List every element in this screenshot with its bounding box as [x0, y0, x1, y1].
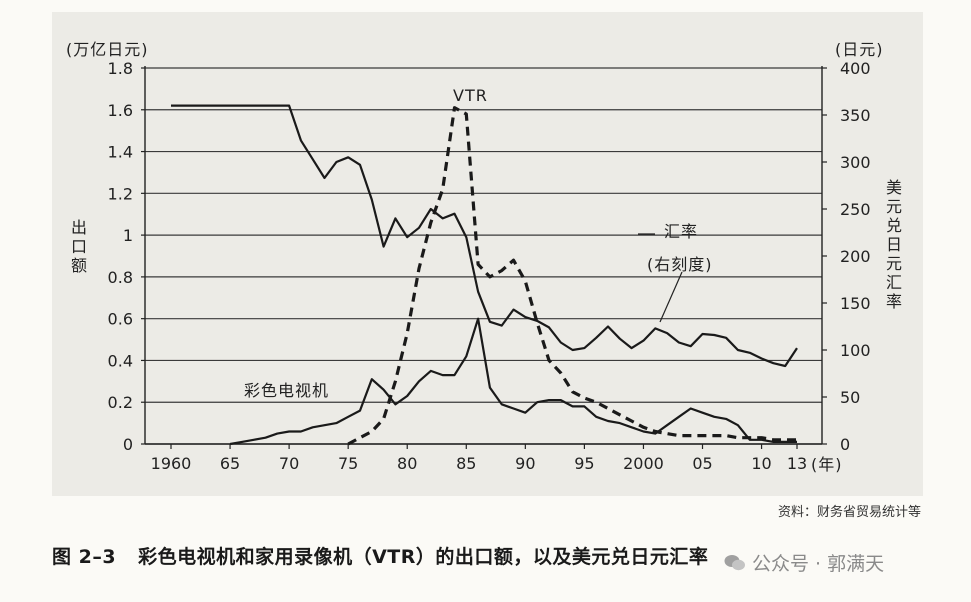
y-left-tick-label: 0.2 — [108, 393, 133, 412]
y-left-tick-label: 1.4 — [108, 143, 133, 162]
y-right-tick-label: 350 — [840, 106, 871, 125]
y-left-tick-label: 1.8 — [108, 59, 133, 78]
source-note: 资料：财务省贸易统计等 — [777, 505, 921, 520]
annotation-vtr: VTR — [453, 86, 488, 105]
rate-label-pointer — [659, 271, 683, 323]
left-axis-unit: (万亿日元) — [66, 40, 149, 59]
y-left-tick-label: 0.6 — [108, 310, 133, 329]
annotation-right-scale: (右刻度) — [647, 255, 713, 274]
y-right-tick-label: 400 — [840, 59, 871, 78]
x-tick-label: 1960 — [151, 454, 192, 473]
color-tv-series-line — [229, 317, 797, 446]
annotation-color-tv: 彩色电视机 — [244, 381, 330, 400]
figure-number: 图 2–3 — [52, 546, 117, 568]
x-axis-unit: (年) — [811, 455, 843, 474]
y-left-tick-label: 0.4 — [108, 351, 133, 370]
x-tick-label: 90 — [515, 454, 535, 473]
y-right-tick-label: 100 — [840, 341, 871, 360]
wechat-icon — [724, 554, 745, 570]
y-left-tick-label: 1 — [123, 226, 133, 245]
x-tick-label: 75 — [338, 454, 358, 473]
y-right-tick-label: 0 — [840, 435, 850, 454]
y-left-tick-label: 1.6 — [108, 101, 133, 120]
y-left-tick-label: 0 — [123, 435, 133, 454]
x-tick-label: 05 — [692, 454, 712, 473]
x-tick-label: 65 — [220, 454, 240, 473]
figure-title: 彩色电视机和家用录像机（VTR）的出口额，以及美元兑日元汇率 — [138, 546, 709, 568]
x-tick-label: 10 — [751, 454, 771, 473]
figure-caption: 图 2–3 彩色电视机和家用录像机（VTR）的出口额，以及美元兑日元汇率 — [52, 542, 708, 569]
x-tick-label: 13 — [787, 454, 807, 473]
y-right-tick-label: 150 — [840, 294, 871, 313]
watermark-text: 公众号 · 郭满天 — [752, 553, 885, 575]
right-axis-label: 美元兑日元汇率 — [885, 178, 902, 311]
x-tick-label: 2000 — [623, 454, 664, 473]
exchange-rate-series-line — [171, 104, 798, 368]
y-right-tick-label: 200 — [840, 247, 871, 266]
annotation-exchange-rate: 汇率 — [664, 222, 699, 241]
y-right-tick-label: 300 — [840, 153, 871, 172]
y-left-tick-label: 0.8 — [108, 268, 133, 287]
y-right-tick-label: 50 — [840, 388, 860, 407]
chart-background — [52, 12, 923, 496]
x-tick-label: 85 — [456, 454, 476, 473]
x-tick-label: 70 — [279, 454, 299, 473]
y-left-tick-label: 1.2 — [108, 184, 133, 203]
x-tick-label: 80 — [397, 454, 417, 473]
left-axis-label: 出口额 — [70, 218, 87, 275]
x-tick-label: 95 — [574, 454, 594, 473]
watermark: 公众号 · 郭满天 — [724, 549, 884, 576]
y-right-tick-label: 250 — [840, 200, 871, 219]
right-axis-unit: (日元) — [835, 40, 884, 59]
vtr-series-line — [347, 106, 797, 446]
